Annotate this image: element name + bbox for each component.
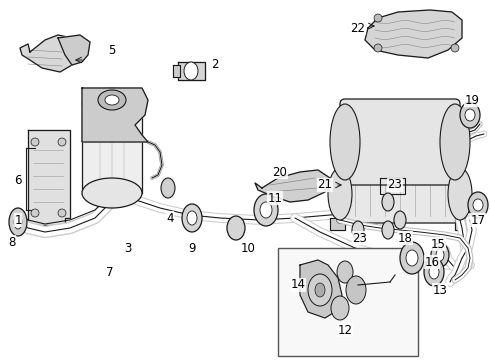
Text: 8: 8 bbox=[8, 235, 16, 248]
Ellipse shape bbox=[331, 296, 349, 320]
Ellipse shape bbox=[429, 265, 439, 279]
Ellipse shape bbox=[473, 199, 483, 211]
Ellipse shape bbox=[436, 249, 444, 261]
Text: 18: 18 bbox=[397, 231, 413, 244]
Ellipse shape bbox=[406, 250, 418, 266]
Text: 20: 20 bbox=[272, 166, 288, 179]
Polygon shape bbox=[178, 62, 205, 80]
Ellipse shape bbox=[58, 138, 66, 146]
Ellipse shape bbox=[431, 243, 449, 267]
Bar bbox=[278, 248, 418, 356]
Ellipse shape bbox=[424, 258, 444, 286]
Ellipse shape bbox=[82, 88, 142, 118]
Ellipse shape bbox=[58, 209, 66, 217]
Ellipse shape bbox=[227, 216, 245, 240]
Ellipse shape bbox=[465, 109, 475, 121]
Ellipse shape bbox=[346, 276, 366, 304]
FancyBboxPatch shape bbox=[337, 165, 463, 223]
Ellipse shape bbox=[468, 192, 488, 218]
Ellipse shape bbox=[9, 208, 27, 236]
Ellipse shape bbox=[440, 104, 470, 180]
Text: 7: 7 bbox=[106, 266, 114, 279]
Text: 4: 4 bbox=[166, 211, 174, 225]
Text: 22: 22 bbox=[350, 22, 366, 35]
Text: 14: 14 bbox=[291, 279, 305, 292]
Polygon shape bbox=[82, 88, 148, 142]
Text: 16: 16 bbox=[424, 256, 440, 269]
Ellipse shape bbox=[374, 14, 382, 22]
Ellipse shape bbox=[82, 178, 142, 208]
Polygon shape bbox=[365, 10, 462, 58]
Ellipse shape bbox=[31, 209, 39, 217]
Text: 17: 17 bbox=[470, 213, 486, 226]
FancyBboxPatch shape bbox=[340, 99, 460, 185]
Polygon shape bbox=[58, 35, 90, 65]
Polygon shape bbox=[20, 35, 78, 72]
Ellipse shape bbox=[451, 44, 459, 52]
Text: 5: 5 bbox=[108, 44, 116, 57]
Polygon shape bbox=[300, 260, 342, 318]
Ellipse shape bbox=[260, 202, 272, 218]
Text: 2: 2 bbox=[211, 58, 219, 72]
Bar bbox=[82, 103, 142, 193]
Ellipse shape bbox=[352, 221, 364, 239]
Ellipse shape bbox=[394, 211, 406, 229]
Ellipse shape bbox=[374, 44, 382, 52]
Ellipse shape bbox=[400, 242, 424, 274]
Text: 11: 11 bbox=[268, 192, 283, 204]
Ellipse shape bbox=[184, 62, 198, 80]
Ellipse shape bbox=[382, 221, 394, 239]
Polygon shape bbox=[28, 130, 70, 225]
Ellipse shape bbox=[105, 95, 119, 105]
Ellipse shape bbox=[315, 283, 325, 297]
Text: 15: 15 bbox=[431, 238, 445, 251]
Text: 13: 13 bbox=[433, 284, 447, 297]
Ellipse shape bbox=[382, 193, 394, 211]
Text: 9: 9 bbox=[188, 242, 196, 255]
Text: 21: 21 bbox=[318, 179, 333, 192]
Text: 1: 1 bbox=[14, 213, 22, 226]
Ellipse shape bbox=[460, 102, 480, 128]
Text: 23: 23 bbox=[353, 231, 368, 244]
Text: 3: 3 bbox=[124, 242, 132, 255]
Ellipse shape bbox=[308, 274, 332, 306]
Ellipse shape bbox=[254, 194, 278, 226]
Ellipse shape bbox=[161, 178, 175, 198]
Polygon shape bbox=[455, 218, 470, 230]
Polygon shape bbox=[380, 178, 405, 194]
Ellipse shape bbox=[187, 211, 197, 225]
Polygon shape bbox=[173, 65, 180, 77]
Ellipse shape bbox=[98, 90, 126, 110]
Text: 10: 10 bbox=[241, 242, 255, 255]
Ellipse shape bbox=[182, 204, 202, 232]
Text: 6: 6 bbox=[14, 174, 22, 186]
Text: 19: 19 bbox=[465, 94, 480, 107]
Ellipse shape bbox=[14, 215, 22, 229]
Text: 12: 12 bbox=[338, 324, 352, 337]
Ellipse shape bbox=[31, 138, 39, 146]
Polygon shape bbox=[330, 218, 345, 230]
Ellipse shape bbox=[448, 168, 472, 220]
Text: 23: 23 bbox=[388, 179, 402, 192]
Ellipse shape bbox=[330, 104, 360, 180]
Ellipse shape bbox=[337, 261, 353, 283]
Ellipse shape bbox=[328, 168, 352, 220]
Polygon shape bbox=[255, 170, 330, 202]
